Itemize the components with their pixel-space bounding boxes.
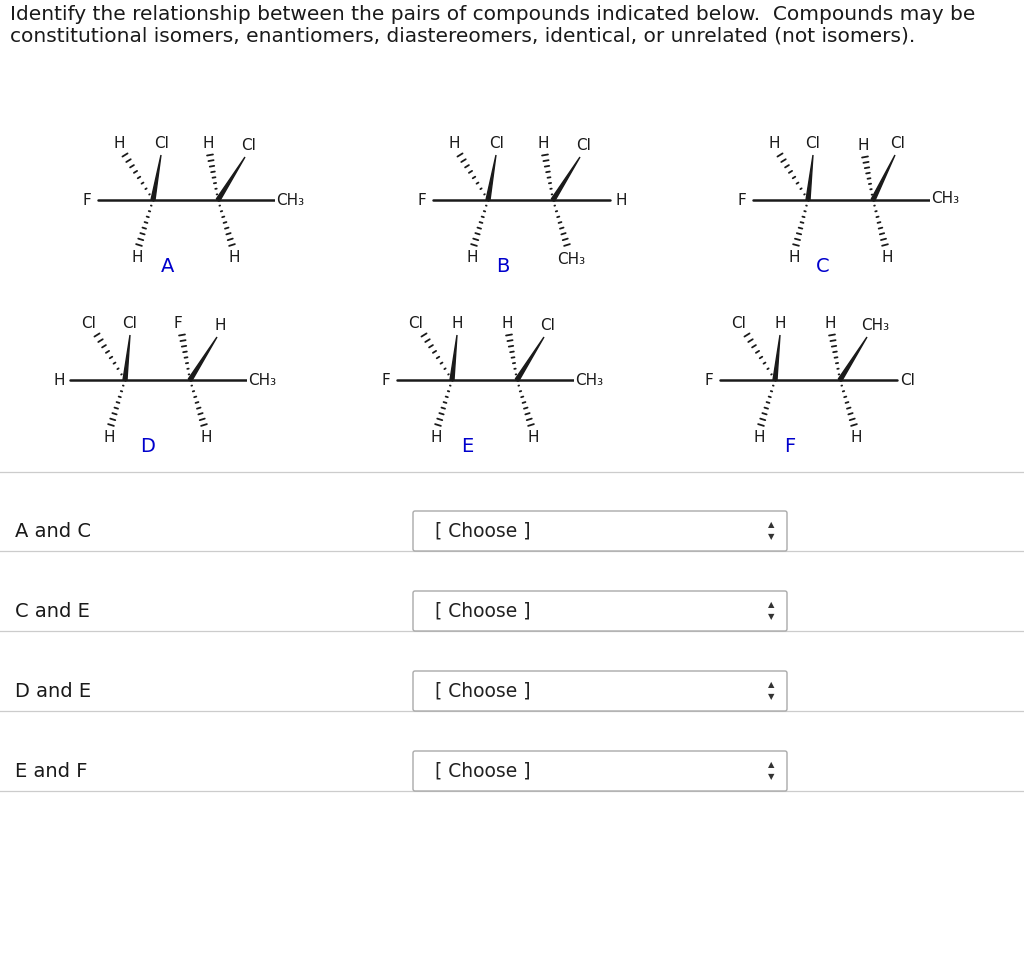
Text: [ Choose ]: [ Choose ] — [435, 682, 530, 700]
Text: H: H — [850, 429, 862, 445]
Text: CH₃: CH₃ — [248, 373, 276, 387]
Text: H: H — [774, 316, 785, 330]
Text: H: H — [824, 316, 836, 330]
Polygon shape — [839, 337, 867, 381]
FancyBboxPatch shape — [413, 671, 787, 711]
Text: ▲: ▲ — [768, 601, 774, 610]
Text: Cl: Cl — [541, 318, 555, 332]
Text: Cl: Cl — [123, 316, 137, 330]
Text: [ Choose ]: [ Choose ] — [435, 762, 530, 780]
Text: CH₃: CH₃ — [574, 373, 603, 387]
Text: Cl: Cl — [891, 136, 905, 150]
Text: H: H — [882, 249, 893, 265]
Polygon shape — [515, 337, 544, 381]
Polygon shape — [871, 155, 895, 201]
Text: H: H — [53, 373, 65, 387]
FancyBboxPatch shape — [413, 751, 787, 791]
Text: E: E — [461, 436, 473, 455]
Text: D: D — [140, 436, 156, 455]
Text: H: H — [449, 136, 460, 150]
Text: ▼: ▼ — [768, 533, 774, 541]
Text: H: H — [201, 429, 212, 445]
Text: CH₃: CH₃ — [275, 193, 304, 207]
Text: Cl: Cl — [82, 316, 96, 330]
Text: F: F — [174, 316, 182, 330]
Text: H: H — [430, 429, 441, 445]
Text: H: H — [768, 136, 779, 150]
Text: H: H — [527, 429, 539, 445]
Text: F: F — [418, 193, 426, 207]
Text: ▼: ▼ — [768, 692, 774, 701]
Polygon shape — [450, 335, 457, 380]
Text: H: H — [615, 193, 627, 207]
Text: H: H — [788, 249, 800, 265]
Text: CH₃: CH₃ — [861, 318, 889, 332]
Text: H: H — [228, 249, 240, 265]
Text: H: H — [452, 316, 463, 330]
Text: ▼: ▼ — [768, 772, 774, 782]
Text: ▲: ▲ — [768, 520, 774, 530]
Text: H: H — [538, 136, 549, 150]
Polygon shape — [216, 157, 245, 201]
Text: A and C: A and C — [15, 522, 91, 540]
Text: H: H — [214, 318, 225, 332]
Text: C and E: C and E — [15, 602, 90, 620]
Text: ▲: ▲ — [768, 761, 774, 769]
Text: F: F — [737, 193, 746, 207]
Text: Identify the relationship between the pairs of compounds indicated below.  Compo: Identify the relationship between the pa… — [10, 5, 976, 24]
Text: H: H — [754, 429, 765, 445]
Text: Cl: Cl — [409, 316, 424, 330]
Text: D and E: D and E — [15, 682, 91, 700]
Text: F: F — [83, 193, 91, 207]
Text: A: A — [162, 256, 175, 275]
Polygon shape — [123, 335, 130, 380]
Text: [ Choose ]: [ Choose ] — [435, 602, 530, 620]
Text: ▲: ▲ — [768, 681, 774, 690]
Text: H: H — [857, 138, 868, 152]
Text: H: H — [103, 429, 115, 445]
Polygon shape — [188, 337, 217, 381]
Text: C: C — [816, 256, 829, 275]
Text: constitutional isomers, enantiomers, diastereomers, identical, or unrelated (not: constitutional isomers, enantiomers, dia… — [10, 26, 915, 45]
Text: CH₃: CH₃ — [931, 191, 959, 205]
Polygon shape — [151, 155, 161, 200]
FancyBboxPatch shape — [413, 511, 787, 551]
Text: H: H — [131, 249, 142, 265]
Text: H: H — [203, 136, 214, 150]
FancyBboxPatch shape — [413, 591, 787, 631]
Text: H: H — [466, 249, 478, 265]
Text: Cl: Cl — [806, 136, 820, 150]
Text: B: B — [497, 256, 510, 275]
Text: CH₃: CH₃ — [557, 251, 585, 267]
Text: Cl: Cl — [577, 138, 592, 152]
Polygon shape — [806, 155, 813, 200]
Text: Cl: Cl — [731, 316, 746, 330]
Polygon shape — [486, 155, 496, 200]
Text: H: H — [114, 136, 125, 150]
Text: ▼: ▼ — [768, 612, 774, 621]
Text: E and F: E and F — [15, 762, 87, 780]
Text: H: H — [502, 316, 513, 330]
Text: F: F — [705, 373, 714, 387]
Text: F: F — [382, 373, 390, 387]
Polygon shape — [773, 335, 780, 380]
Polygon shape — [551, 157, 580, 201]
Text: F: F — [784, 436, 796, 455]
Text: [ Choose ]: [ Choose ] — [435, 522, 530, 540]
Text: Cl: Cl — [155, 136, 169, 150]
Text: Cl: Cl — [242, 138, 256, 152]
Text: Cl: Cl — [900, 373, 915, 387]
Text: Cl: Cl — [489, 136, 505, 150]
